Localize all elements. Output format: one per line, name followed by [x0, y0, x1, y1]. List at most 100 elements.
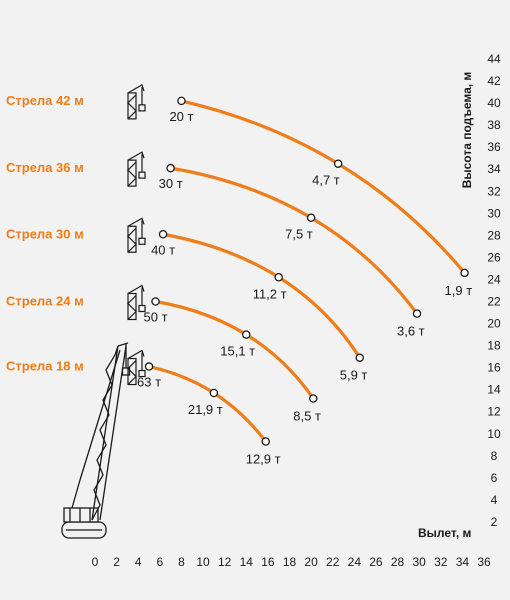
data-label: 63 т [137, 375, 161, 390]
y-tick-label: 40 [487, 96, 501, 110]
y-tick-label: 28 [487, 228, 501, 242]
boom-length-label: Стрела 36 м [6, 160, 84, 175]
x-tick-label: 26 [369, 555, 383, 569]
x-tick-label: 2 [113, 555, 120, 569]
x-tick-label: 4 [135, 555, 142, 569]
data-point [460, 268, 469, 278]
mini-boom-lattice [127, 360, 137, 385]
mini-boom-hook [138, 237, 146, 245]
x-tick-label: 34 [456, 555, 470, 569]
mini-boom-icon [127, 84, 146, 120]
y-tick-label: 42 [487, 74, 501, 88]
data-label: 1,9 т [445, 283, 473, 298]
mini-boom-icon [127, 349, 146, 386]
mini-boom-hook [138, 304, 146, 313]
mini-boom-hook [138, 369, 146, 378]
y-tick-label: 36 [487, 140, 501, 154]
y-tick-label: 14 [487, 383, 501, 397]
mini-boom-jib [127, 349, 145, 360]
x-tick-label: 0 [92, 555, 99, 569]
y-tick-label: 30 [487, 206, 501, 220]
data-point [158, 230, 168, 239]
y-tick-label: 2 [491, 515, 498, 529]
mini-boom-jib [127, 217, 145, 227]
boom-length-label: Стрела 30 м [6, 226, 84, 241]
y-tick-label: 26 [487, 250, 501, 264]
mini-boom-hook [138, 104, 146, 112]
data-point [309, 394, 318, 403]
y-tick-label: 24 [487, 272, 501, 286]
data-label: 15,1 т [220, 344, 255, 359]
x-tick-label: 10 [196, 555, 210, 569]
data-point [242, 330, 251, 339]
y-axis-title: Высота подъема, м [460, 72, 474, 189]
mini-boom-icon [127, 217, 146, 253]
data-label: 4,7 т [312, 173, 340, 188]
mini-boom-icon [127, 284, 146, 321]
data-point [261, 437, 270, 446]
boom-length-label: Стрела 42 м [6, 93, 84, 108]
x-tick-label: 12 [218, 555, 232, 569]
data-point [151, 297, 160, 306]
mini-boom-hook [138, 171, 146, 179]
mini-boom-icon [127, 151, 146, 187]
x-tick-label: 16 [261, 555, 275, 569]
mini-boom-mast [127, 292, 137, 321]
y-tick-label: 6 [491, 471, 498, 485]
y-tick-label: 34 [487, 162, 501, 176]
data-point [144, 362, 154, 371]
data-point [177, 96, 186, 106]
mini-boom-lattice [127, 295, 137, 320]
data-label: 20 т [169, 109, 193, 124]
boom-length-label: Стрела 24 м [6, 294, 84, 309]
data-label: 11,2 т [253, 286, 287, 301]
x-tick-label: 20 [304, 555, 318, 569]
data-point [333, 159, 343, 168]
x-axis-title: Вылет, м [418, 526, 472, 540]
data-point [166, 163, 175, 173]
mini-boom-mast [127, 92, 137, 120]
data-point [355, 353, 364, 362]
x-tick-label: 32 [434, 555, 448, 569]
x-tick-label: 30 [412, 555, 426, 569]
data-label: 30 т [159, 176, 183, 191]
data-label: 5,9 т [340, 368, 368, 383]
crawler-crane-icon [61, 342, 131, 539]
y-tick-label: 20 [487, 317, 501, 331]
x-tick-label: 22 [326, 555, 340, 569]
mini-boom-jib [127, 284, 145, 295]
data-label: 7,5 т [285, 227, 313, 242]
data-label: 8,5 т [293, 409, 321, 424]
y-tick-label: 10 [487, 427, 501, 441]
y-tick-label: 12 [487, 405, 501, 419]
plot-area: 0 2 4 6 8 10 12 14 16 18 20 22 24 26 28 30 32 34 362468101… [6, 52, 501, 569]
data-point [274, 272, 283, 282]
x-tick-label: 18 [283, 555, 297, 569]
mini-boom-jib [127, 151, 145, 161]
mini-boom-lattice [127, 161, 137, 187]
y-tick-label: 44 [487, 52, 501, 66]
y-tick-label: 8 [491, 449, 498, 463]
data-point [209, 388, 219, 398]
data-point [412, 309, 422, 318]
x-tick-label: 24 [348, 555, 362, 569]
y-tick-label: 18 [487, 339, 501, 353]
mini-boom-lattice [127, 94, 137, 120]
mini-boom-mast [127, 357, 137, 386]
y-tick-label: 38 [487, 118, 501, 132]
y-tick-label: 16 [487, 361, 501, 375]
data-label: 3,6 т [397, 324, 425, 339]
data-label: 12,9 т [246, 451, 281, 466]
x-tick-label: 36 [477, 555, 491, 569]
x-tick-label: 28 [391, 555, 405, 569]
mini-boom-jib [127, 84, 145, 94]
x-tick-label: 14 [240, 555, 254, 569]
mini-boom-mast [127, 225, 137, 253]
data-point [306, 213, 316, 222]
data-label: 50 т [144, 310, 168, 325]
mini-boom-lattice [127, 227, 137, 253]
mini-boom-mast [127, 159, 137, 187]
y-tick-label: 4 [491, 493, 498, 507]
